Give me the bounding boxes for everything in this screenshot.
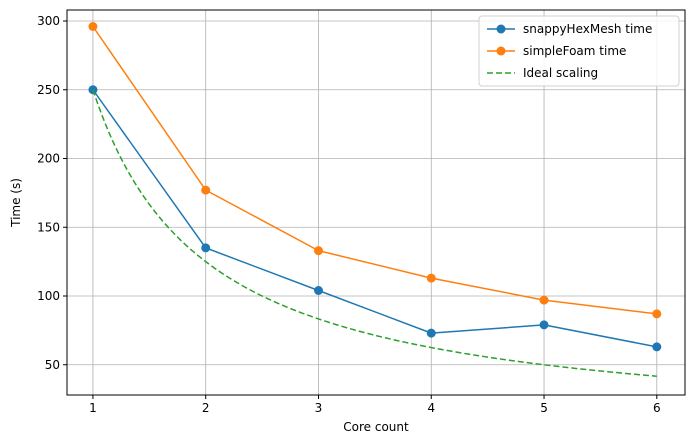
legend-item: snappyHexMesh time (487, 22, 652, 36)
legend-marker (496, 46, 506, 56)
data-point (313, 246, 323, 256)
data-point (426, 328, 436, 338)
plot-frame (66, 9, 686, 396)
legend-label: Ideal scaling (523, 66, 598, 80)
legend: snappyHexMesh time simpleFoam time Ideal s… (478, 15, 680, 87)
legend-label: snappyHexMesh time (523, 22, 652, 36)
data-point (539, 320, 549, 330)
x-axis-label: Core count (343, 420, 409, 434)
data-point (426, 273, 436, 283)
series-ideal-scaling (92, 89, 657, 377)
x-tick-label: 3 (315, 401, 323, 415)
data-point (88, 22, 98, 31)
y-tick-label: 300 (37, 14, 60, 28)
y-tick-label: 50 (45, 358, 60, 372)
series-line (92, 89, 657, 377)
data-point (88, 85, 98, 95)
series-line (92, 26, 657, 315)
y-tick-label: 250 (37, 83, 60, 97)
legend-marker (496, 24, 506, 34)
legend-label: simpleFoam time (523, 44, 626, 58)
data-point (201, 243, 211, 253)
data-point (201, 185, 211, 195)
x-tick-label: 1 (89, 401, 97, 415)
y-axis: 50 100 150 200 250 300 (37, 14, 67, 372)
series-simplefoam-time (88, 22, 662, 319)
y-tick-label: 100 (37, 289, 60, 303)
series-line (92, 89, 657, 348)
x-tick-label: 6 (653, 401, 661, 415)
series-layer (88, 22, 662, 377)
legend-box (478, 15, 680, 87)
data-point (539, 295, 549, 305)
x-axis: 1 2 3 4 5 6 (89, 395, 661, 415)
legend-item: Ideal scaling (487, 66, 598, 80)
data-point (313, 286, 323, 295)
legend-item: simpleFoam time (487, 44, 626, 58)
x-tick-label: 2 (202, 401, 210, 415)
y-axis-label: Time (s) (9, 178, 23, 228)
data-point (652, 309, 662, 319)
x-tick-label: 4 (427, 401, 435, 415)
x-tick-label: 5 (540, 401, 548, 415)
series-snappyhexmesh-time (88, 85, 662, 352)
y-tick-label: 200 (37, 152, 60, 166)
data-point (652, 342, 662, 352)
y-tick-label: 150 (37, 220, 60, 234)
